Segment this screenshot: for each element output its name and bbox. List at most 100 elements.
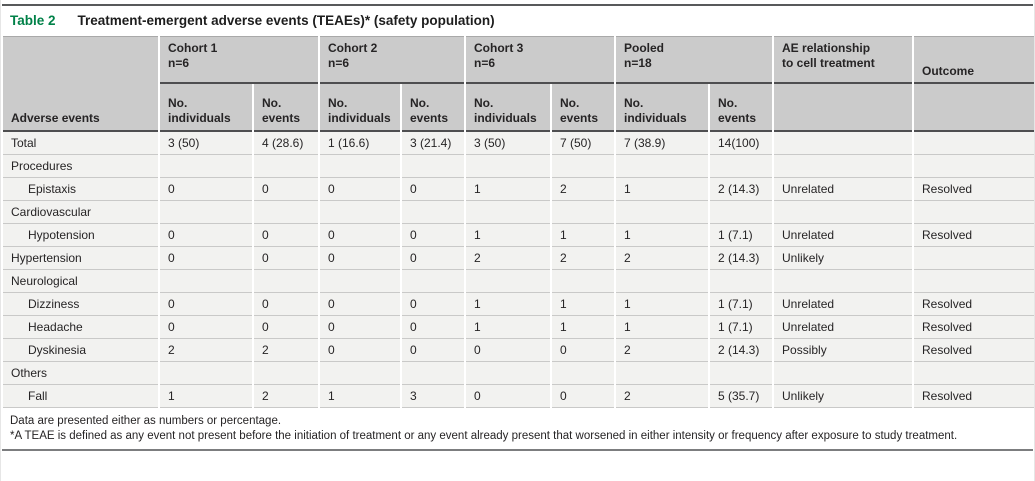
value-cell [402,201,464,224]
row-label: Epistaxis [3,178,158,201]
value-cell: 1 [320,385,400,408]
value-cell: 0 [320,247,400,270]
outcome-cell [914,201,1034,224]
outcome-cell: Resolved [914,224,1034,247]
outcome-cell [914,247,1034,270]
table-title-bar: Table 2 Treatment-emergent adverse event… [1,6,1034,36]
value-cell: 2 [160,339,252,362]
relationship-cell: Unlikely [774,385,913,408]
subheader-pooled-events: No. events [710,84,773,132]
footnote-presentation: Data are presented either as numbers or … [10,415,282,427]
footnotes: Data are presented either as numbers or … [1,408,1034,449]
value-cell: 3 (50) [160,132,252,155]
value-cell [616,155,708,178]
value-cell: 1 [466,224,550,247]
value-cell: 0 [402,247,464,270]
value-cell: 0 [552,385,614,408]
relationship-cell: Unrelated [774,293,913,316]
value-cell: 2 [616,247,708,270]
value-cell [320,362,400,385]
row-label: Headache [3,316,158,339]
pooled-label: Pooled [624,41,665,55]
ae-relationship-line1: AE relationship [782,41,871,55]
value-cell: 0 [254,178,318,201]
cohort3-n: n=6 [474,56,496,70]
subheader-cohort1-events: No. events [254,84,318,132]
cohort2-n: n=6 [328,56,350,70]
value-cell [320,201,400,224]
value-cell: 0 [160,293,252,316]
value-cell: 7 (38.9) [616,132,708,155]
value-cell: 0 [466,339,550,362]
value-cell: 0 [320,316,400,339]
ae-relationship-line2: to cell treatment [782,56,875,70]
value-cell: 0 [254,293,318,316]
value-cell: 1 [552,224,614,247]
value-cell: 1 [466,316,550,339]
row-label: Total [3,132,158,155]
value-cell: 1 [616,178,708,201]
value-cell: 4 (28.6) [254,132,318,155]
relationship-cell: Unrelated [774,224,913,247]
group-header-pooled: Pooled n=18 [616,36,773,84]
value-cell [616,270,708,293]
value-cell: 0 [402,224,464,247]
row-label: Procedures [3,155,158,178]
outcome-cell [914,132,1034,155]
value-cell: 0 [320,293,400,316]
value-cell: 3 (21.4) [402,132,464,155]
value-cell: 1 [616,224,708,247]
value-cell: 7 (50) [552,132,614,155]
value-cell: 1 (16.6) [320,132,400,155]
value-cell: 0 [254,224,318,247]
teae-table: Adverse events Cohort 1 n=6 Cohort 2 n=6… [1,36,1034,408]
category-row: Procedures [3,155,1034,178]
value-cell [160,155,252,178]
value-cell: 0 [320,178,400,201]
value-cell [160,362,252,385]
value-cell: 1 (7.1) [710,316,773,339]
sub-header-row: No. individuals No. events No. individua… [3,84,1034,132]
value-cell [160,201,252,224]
relationship-cell [774,362,913,385]
subheader-outcome-spacer [914,84,1034,132]
value-cell: 1 [616,293,708,316]
value-cell [402,155,464,178]
group-header-cohort2: Cohort 2 n=6 [320,36,464,84]
value-cell [710,270,773,293]
row-label: Others [3,362,158,385]
value-cell: 0 [402,339,464,362]
row-label: Hypotension [3,224,158,247]
row-label: Neurological [3,270,158,293]
relationship-cell: Unrelated [774,178,913,201]
category-row: Cardiovascular [3,201,1034,224]
value-cell: 2 [552,247,614,270]
value-cell [466,155,550,178]
value-cell: 2 [466,247,550,270]
value-cell: 2 [616,385,708,408]
value-cell [552,362,614,385]
value-cell: 0 [160,316,252,339]
row-label: Dizziness [3,293,158,316]
cohort3-label: Cohort 3 [474,41,524,55]
value-cell: 0 [466,385,550,408]
value-cell [402,270,464,293]
relationship-cell: Unrelated [774,316,913,339]
value-cell: 14(100) [710,132,773,155]
subheader-cohort3-events: No. events [552,84,614,132]
value-cell: 3 [402,385,464,408]
value-cell [710,155,773,178]
table-row: Dizziness 0 0 0 0 1 1 1 1 (7.1) Unrelated Resolved [3,293,1034,316]
value-cell: 1 [552,316,614,339]
value-cell [466,362,550,385]
row-label: Dyskinesia [3,339,158,362]
relationship-cell [774,201,913,224]
value-cell [466,201,550,224]
value-cell: 0 [320,339,400,362]
bottom-rule [2,449,1033,451]
value-cell [710,362,773,385]
subheader-cohort3-individuals: No. individuals [466,84,550,132]
cohort1-label: Cohort 1 [168,41,218,55]
value-cell: 0 [552,339,614,362]
value-cell [552,201,614,224]
